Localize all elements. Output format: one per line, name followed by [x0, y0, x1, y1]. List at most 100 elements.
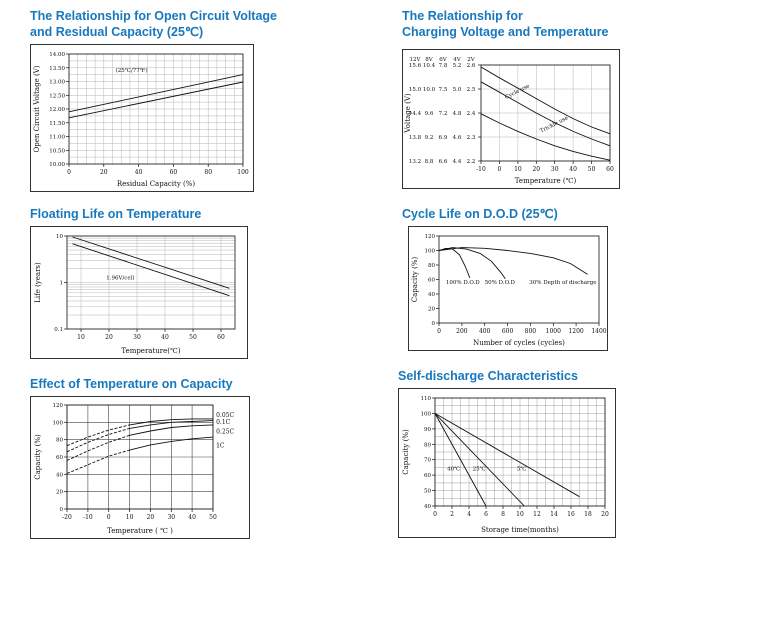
svg-text:Number of cycles (cycles): Number of cycles (cycles) — [473, 339, 565, 347]
svg-text:80: 80 — [204, 169, 212, 176]
svg-text:Voltage (V): Voltage (V) — [404, 93, 412, 133]
svg-text:10: 10 — [516, 511, 524, 518]
svg-text:2.3: 2.3 — [467, 135, 476, 141]
svg-text:20: 20 — [428, 307, 435, 313]
chart-cycle-life-dod: Cycle Life on D.O.D (25℃) 0 200 400 600 800 1… — [402, 206, 608, 356]
svg-text:100: 100 — [237, 169, 249, 176]
svg-text:Capacity (%): Capacity (%) — [411, 257, 419, 303]
chart-open-circuit-voltage: The Relationship for Open Circuit Voltag… — [30, 8, 277, 197]
svg-text:80: 80 — [428, 263, 435, 269]
svg-text:20: 20 — [147, 514, 155, 521]
svg-text:13.8: 13.8 — [409, 135, 422, 141]
svg-text:20: 20 — [56, 490, 63, 496]
svg-text:0.25C: 0.25C — [216, 429, 234, 436]
svg-text:30: 30 — [167, 514, 175, 521]
svg-text:40: 40 — [161, 334, 169, 341]
svg-text:0: 0 — [433, 511, 437, 518]
svg-text:40: 40 — [188, 514, 196, 521]
chart-title-line1: The Relationship for — [402, 9, 523, 23]
svg-text:16: 16 — [567, 511, 575, 518]
svg-text:6.6: 6.6 — [439, 159, 448, 165]
chart-title-line1: Floating Life on Temperature — [30, 207, 202, 221]
svg-text:2: 2 — [450, 511, 454, 518]
svg-text:80: 80 — [424, 442, 431, 448]
svg-text:40: 40 — [569, 166, 577, 173]
svg-text:40: 40 — [56, 472, 63, 478]
svg-text:800: 800 — [525, 328, 537, 335]
open-circuit-voltage-plot: 0 20 40 60 80 100 10.00 10.50 11.00 11.50 12.00 12.… — [33, 52, 249, 188]
svg-text:Temperature (℃): Temperature (℃) — [515, 177, 577, 185]
chart-charging-voltage-temperature: The Relationship for Charging Voltage an… — [402, 8, 620, 194]
chart-frame: -10 0 10 20 30 40 50 60 12V 8V 6V 4V 2V 15.6 10.4 7.8 5.… — [402, 49, 620, 189]
svg-text:10.00: 10.00 — [49, 162, 65, 168]
chart-frame: -20 -10 0 10 20 30 40 50 0 20 40 60 80 100 120 Temperat… — [30, 396, 250, 539]
svg-text:20: 20 — [100, 169, 108, 176]
svg-text:12.50: 12.50 — [49, 93, 65, 99]
svg-text:-10: -10 — [476, 166, 486, 173]
svg-text:1400: 1400 — [591, 328, 606, 335]
chart-frame: 0 200 400 600 800 1000 1200 1400 0 20 40 60 80 100 120… — [408, 226, 608, 351]
svg-text:200: 200 — [456, 328, 468, 335]
svg-text:6V: 6V — [439, 57, 447, 63]
svg-text:1C: 1C — [216, 443, 225, 450]
svg-text:13.00: 13.00 — [49, 80, 65, 86]
svg-text:100: 100 — [421, 411, 432, 417]
svg-text:60: 60 — [424, 473, 431, 479]
chart-title: Cycle Life on D.O.D (25℃) — [402, 206, 608, 222]
svg-text:70: 70 — [424, 458, 431, 464]
self-discharge-plot: 0 2 4 6 8 10 12 14 16 18 20 40 50 60 70 80 90 100 110 Stora… — [402, 396, 609, 534]
svg-text:5.0: 5.0 — [453, 87, 462, 93]
svg-text:Temperature ( ℃ ): Temperature ( ℃ ) — [107, 527, 173, 535]
svg-text:7.8: 7.8 — [439, 63, 448, 69]
svg-text:2.4: 2.4 — [467, 111, 476, 117]
svg-text:15.6: 15.6 — [409, 63, 422, 69]
svg-text:10: 10 — [126, 514, 134, 521]
svg-text:0.05C: 0.05C — [216, 412, 234, 419]
svg-text:0.1C: 0.1C — [216, 419, 231, 426]
svg-text:13.2: 13.2 — [409, 159, 421, 165]
svg-text:20: 20 — [532, 166, 540, 173]
chart-title-line1: Self-discharge Characteristics — [398, 369, 578, 383]
svg-text:5℃: 5℃ — [517, 466, 527, 473]
svg-text:60: 60 — [606, 166, 614, 173]
svg-text:Storage time(months): Storage time(months) — [481, 526, 559, 534]
svg-text:1200: 1200 — [568, 328, 583, 335]
svg-text:Residual Capacity (%): Residual Capacity (%) — [117, 180, 196, 188]
svg-text:12V: 12V — [410, 57, 422, 63]
chart-title-line1: Cycle Life on D.O.D (25℃) — [402, 207, 558, 221]
temperature-capacity-plot: -20 -10 0 10 20 30 40 50 0 20 40 60 80 100 120 Temperat… — [34, 403, 234, 535]
svg-text:1: 1 — [60, 281, 64, 287]
svg-text:30% Depth of discharge: 30% Depth of discharge — [529, 280, 596, 286]
chart-title: The Relationship for Charging Voltage an… — [402, 8, 620, 40]
svg-text:60: 60 — [217, 334, 225, 341]
svg-text:0: 0 — [67, 169, 71, 176]
svg-text:10: 10 — [514, 166, 522, 173]
svg-text:4.8: 4.8 — [453, 111, 462, 117]
floating-life-plot: 10 20 30 40 50 60 0.1 1 10 Temperature(℃) Life (ye… — [34, 234, 236, 355]
svg-text:Capacity (%): Capacity (%) — [402, 429, 410, 475]
svg-text:14.4: 14.4 — [409, 111, 422, 117]
svg-text:11.50: 11.50 — [49, 121, 65, 127]
svg-text:30: 30 — [551, 166, 559, 173]
svg-text:30: 30 — [133, 334, 141, 341]
svg-text:7.2: 7.2 — [439, 111, 448, 117]
svg-text:0: 0 — [432, 321, 436, 327]
svg-text:-10: -10 — [83, 514, 93, 521]
svg-text:110: 110 — [421, 396, 432, 402]
svg-text:18: 18 — [584, 511, 592, 518]
svg-text:6: 6 — [484, 511, 488, 518]
svg-text:(25℃/77℉): (25℃/77℉) — [116, 67, 148, 74]
svg-text:4V: 4V — [453, 57, 461, 63]
svg-text:12: 12 — [533, 511, 541, 518]
svg-text:2V: 2V — [467, 57, 475, 63]
svg-text:60: 60 — [56, 455, 63, 461]
svg-text:400: 400 — [479, 328, 491, 335]
svg-text:15.0: 15.0 — [409, 87, 422, 93]
svg-text:60: 60 — [428, 278, 435, 284]
chart-title-line1: The Relationship for Open Circuit Voltag… — [30, 9, 278, 23]
svg-text:2.2: 2.2 — [467, 159, 476, 165]
svg-text:8V: 8V — [425, 57, 433, 63]
svg-text:14.00: 14.00 — [49, 52, 65, 58]
svg-text:2.6: 2.6 — [467, 63, 476, 69]
chart-floating-life: Floating Life on Temperature 10 20 30 40 50 6… — [30, 206, 248, 364]
